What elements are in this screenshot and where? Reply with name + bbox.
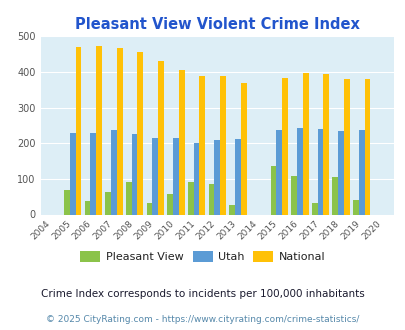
Bar bbox=[290, 176, 296, 214]
Bar bbox=[220, 76, 225, 214]
Bar bbox=[208, 184, 214, 214]
Bar bbox=[173, 138, 178, 214]
Bar bbox=[158, 61, 164, 214]
Bar bbox=[317, 129, 323, 214]
Bar bbox=[75, 47, 81, 214]
Bar bbox=[117, 48, 122, 214]
Bar bbox=[276, 130, 281, 214]
Bar bbox=[188, 182, 193, 214]
Bar bbox=[126, 182, 131, 214]
Bar bbox=[111, 130, 117, 214]
Bar bbox=[302, 73, 308, 214]
Bar bbox=[234, 139, 240, 214]
Bar bbox=[70, 133, 75, 214]
Bar bbox=[64, 190, 70, 215]
Bar bbox=[105, 192, 111, 214]
Bar bbox=[214, 140, 220, 214]
Text: Crime Index corresponds to incidents per 100,000 inhabitants: Crime Index corresponds to incidents per… bbox=[41, 289, 364, 299]
Text: © 2025 CityRating.com - https://www.cityrating.com/crime-statistics/: © 2025 CityRating.com - https://www.city… bbox=[46, 315, 359, 324]
Bar bbox=[296, 127, 302, 214]
Bar bbox=[332, 177, 337, 214]
Bar bbox=[178, 70, 184, 214]
Bar bbox=[167, 194, 173, 214]
Bar bbox=[146, 203, 152, 214]
Title: Pleasant View Violent Crime Index: Pleasant View Violent Crime Index bbox=[75, 17, 359, 32]
Bar bbox=[311, 203, 317, 214]
Bar bbox=[352, 200, 358, 214]
Bar bbox=[229, 205, 234, 215]
Bar bbox=[323, 74, 328, 214]
Bar bbox=[152, 138, 158, 214]
Bar bbox=[84, 201, 90, 214]
Bar bbox=[270, 166, 276, 214]
Bar bbox=[131, 134, 137, 214]
Bar bbox=[240, 83, 246, 214]
Bar bbox=[199, 76, 205, 215]
Bar bbox=[137, 52, 143, 214]
Legend: Pleasant View, Utah, National: Pleasant View, Utah, National bbox=[76, 247, 329, 267]
Bar bbox=[343, 79, 349, 214]
Bar bbox=[337, 131, 343, 214]
Bar bbox=[96, 46, 102, 214]
Bar bbox=[193, 143, 199, 214]
Bar bbox=[281, 78, 287, 214]
Bar bbox=[358, 130, 364, 214]
Bar bbox=[90, 133, 96, 214]
Bar bbox=[364, 79, 370, 214]
